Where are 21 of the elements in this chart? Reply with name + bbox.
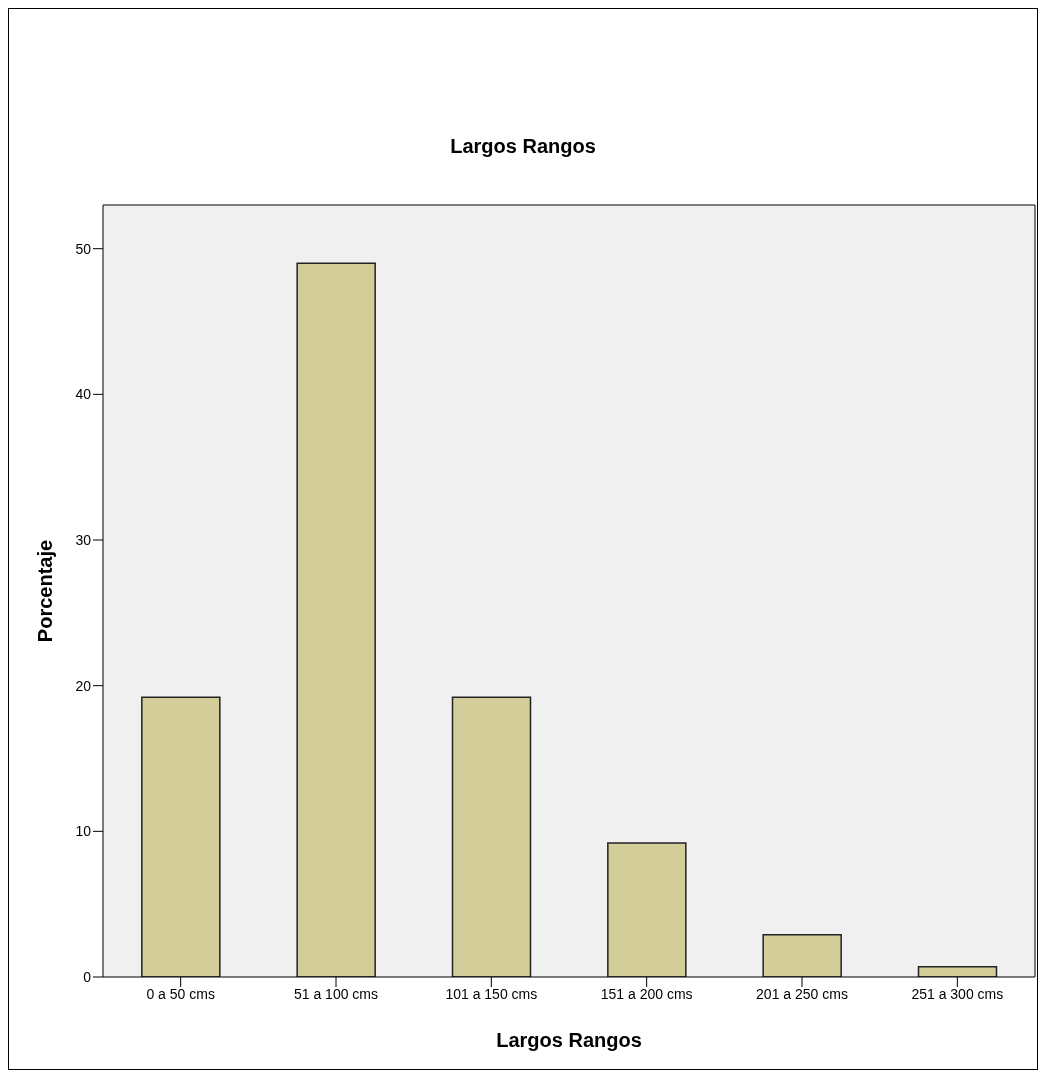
x-axis-title: Largos Rangos [496,1029,642,1051]
chart-title: Largos Rangos [449,135,597,158]
bar [762,934,842,977]
y-tick-label: 10 [75,823,92,840]
x-tick-label: 201 a 250 cms [756,985,848,1002]
bar [917,966,998,977]
x-tick-label: 101 a 150 cms [445,985,538,1002]
bar [607,842,687,977]
x-tick-label: 51 a 100 cms [293,985,379,1002]
bar [141,696,221,977]
x-tick-label: 151 a 200 cms [600,985,693,1002]
y-tick-label: 40 [75,386,92,403]
y-tick-label: 20 [75,677,92,694]
x-tick-label: 251 a 300 cms [911,985,1004,1002]
y-tick-label: 30 [75,531,92,548]
y-axis-title: Porcentaje [34,539,57,643]
bar [296,262,376,977]
bar [451,696,532,977]
y-tick-label: 50 [75,240,92,257]
x-tick-label: 0 a 50 cms [146,985,215,1002]
y-tick-label: 0 [83,968,92,985]
